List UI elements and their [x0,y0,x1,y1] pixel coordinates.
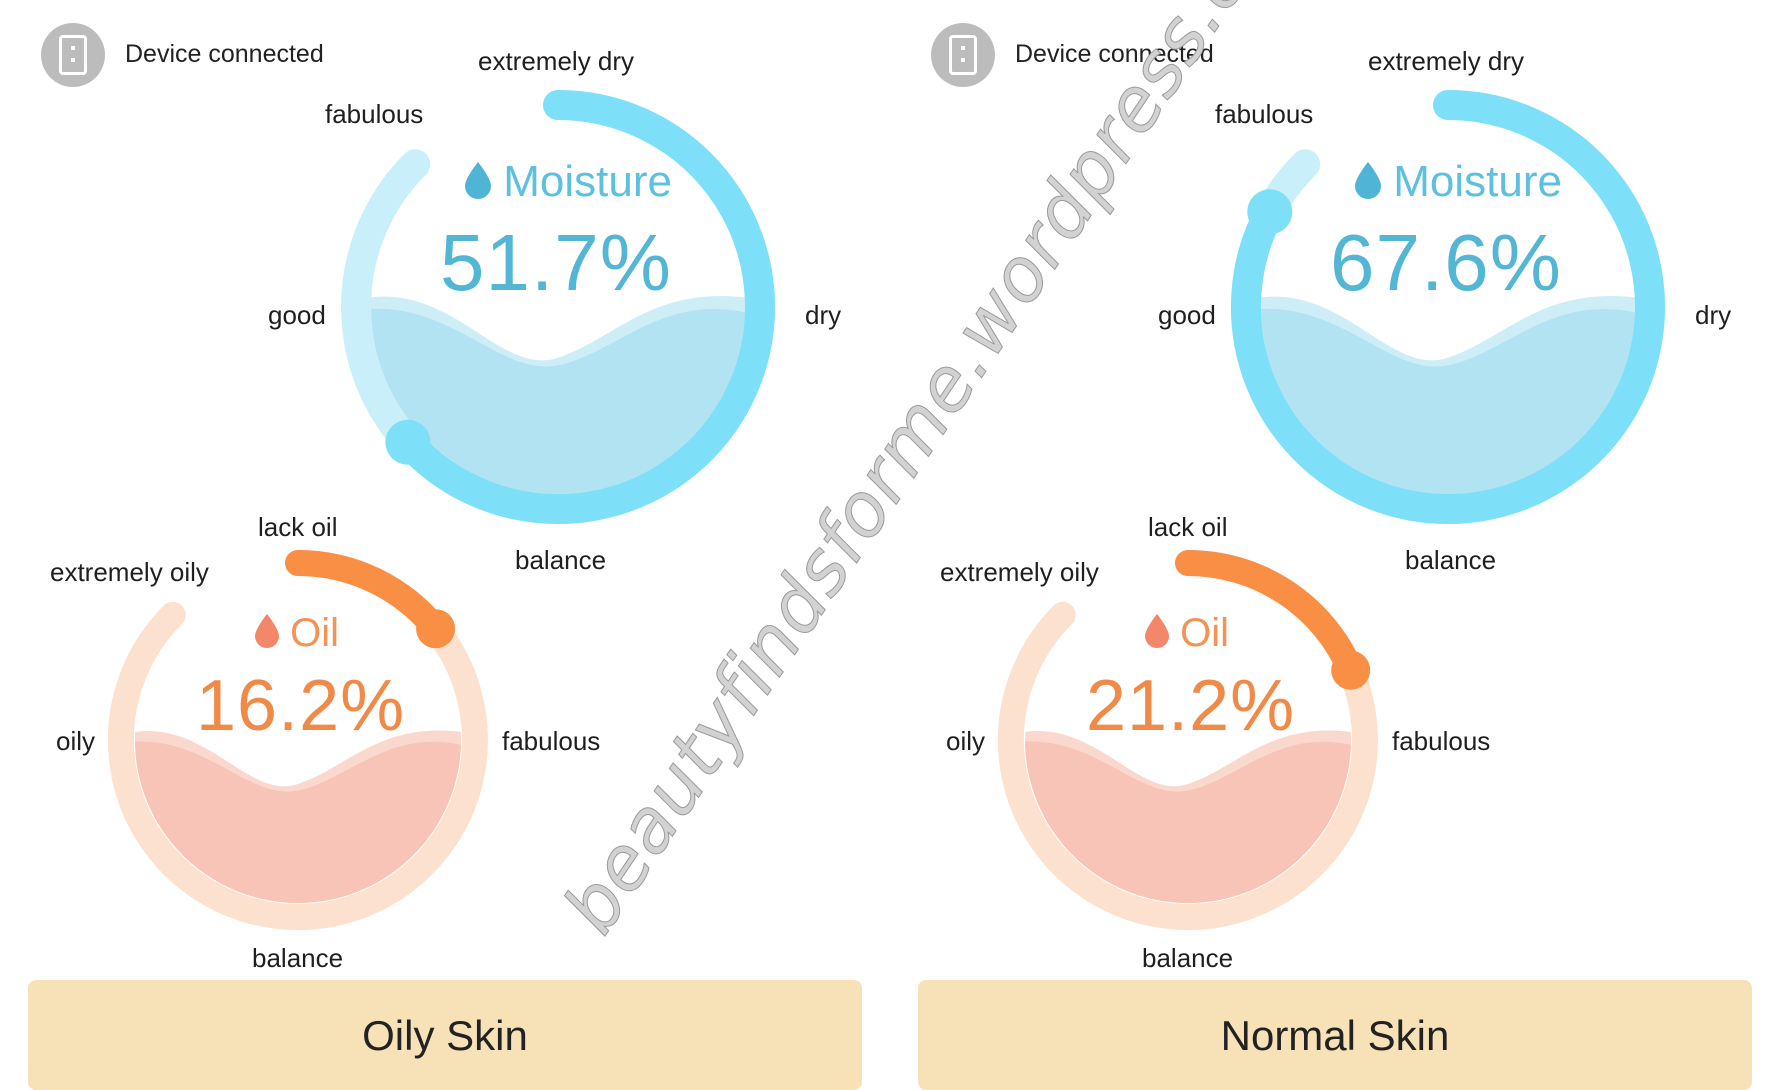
oil-label-fabulous: fabulous [502,726,601,756]
moisture-value: 67.6% [1330,218,1562,307]
water-drop-icon [465,162,491,199]
moisture-value: 51.7% [440,218,672,307]
reading-panel-left: Device connected extremely dry fabulous … [0,0,889,1090]
oil-label-oily: oily [946,726,986,756]
device-icon[interactable] [931,23,995,87]
oil-title: Oil [255,611,339,656]
skin-type-result-text: Normal Skin [1220,1012,1450,1059]
oil-value: 21.2% [1086,666,1296,746]
reading-panel-right: Device connected extremely dry fabulous … [890,0,1779,1090]
skin-type-result[interactable]: Oily Skin [28,980,862,1090]
oil-gauge-value-arc [1175,550,1364,684]
moisture-title: Moisture [1355,157,1562,207]
oil-gauge-liquid-fill [1025,741,1351,903]
moisture-gauge-liquid-fill [370,308,746,495]
device-icon[interactable] [41,23,105,87]
oil-value: 16.2% [196,666,406,746]
moisture-title: Moisture [465,157,672,207]
oil-label-lack-oil: lack oil [1148,512,1228,542]
oil-label-extremely-oily: extremely oily [940,557,1099,587]
oil-label-balance: balance [252,943,344,973]
oil-label-extremely-oily: extremely oily [50,557,209,587]
moisture-label-extremely-dry: extremely dry [478,46,635,76]
oil-label-balance: balance [1142,943,1234,973]
moisture-label-extremely-dry: extremely dry [1368,46,1525,76]
moisture-label-good: good [1158,300,1216,330]
moisture-title-text: Moisture [503,157,672,206]
oil-label-oily: oily [56,726,96,756]
oil-gauge-value-knob [416,609,456,649]
oil-gauge-liquid-fill [135,741,461,903]
oil-label-fabulous: fabulous [1392,726,1491,756]
moisture-gauge-value-knob [385,419,431,465]
water-drop-icon [1355,162,1381,199]
oil-title: Oil [1145,611,1229,656]
moisture-label-dry: dry [1695,300,1732,330]
moisture-title-text: Moisture [1393,157,1562,206]
moisture-label-fabulous: fabulous [1215,99,1314,129]
oil-title-text: Oil [1180,611,1230,655]
oil-title-text: Oil [290,611,340,655]
oil-gauge-value-knob [1331,650,1371,690]
moisture-gauge-liquid-fill [1260,308,1636,495]
gauge-canvas [997,90,1666,930]
oil-drop-icon [255,614,279,649]
moisture-gauge-value-knob [1247,189,1293,235]
oil-drop-icon [1145,614,1169,649]
skin-type-result-text: Oily Skin [362,1012,528,1059]
device-status: Device connected [1015,40,1214,68]
moisture-label-fabulous: fabulous [325,99,424,129]
moisture-label-balance: balance [515,545,607,575]
oil-label-lack-oil: lack oil [258,512,338,542]
gauge-canvas [107,90,776,930]
device-status: Device connected [125,40,324,68]
moisture-label-dry: dry [805,300,842,330]
moisture-gauge-value-arc [392,90,775,524]
moisture-label-good: good [268,300,326,330]
moisture-label-balance: balance [1405,545,1497,575]
moisture-gauge-value-arc [1231,90,1665,524]
skin-type-result[interactable]: Normal Skin [918,980,1752,1090]
